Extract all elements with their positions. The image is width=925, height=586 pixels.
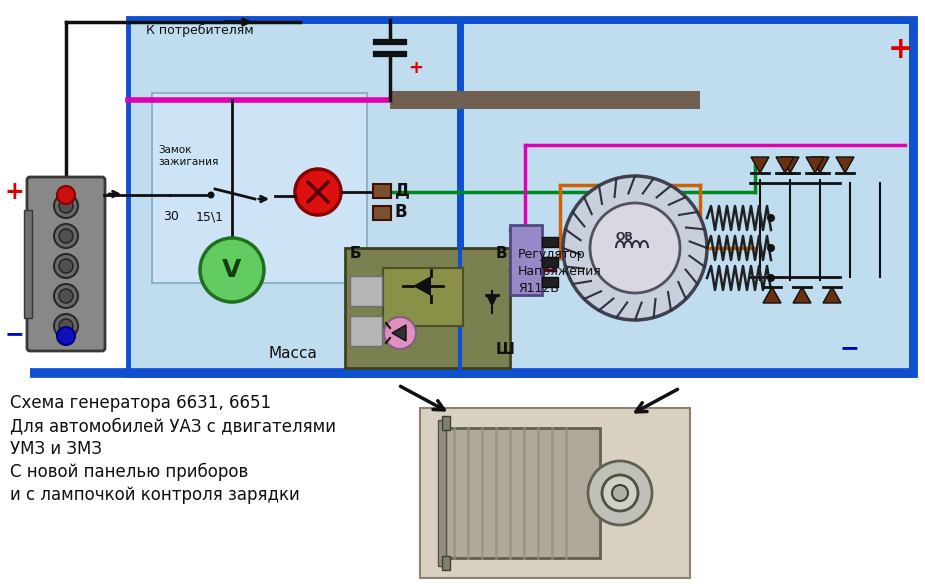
Circle shape (59, 259, 73, 273)
Circle shape (57, 327, 75, 345)
Text: С новой панелью приборов: С новой панелью приборов (10, 463, 248, 481)
Bar (350, 316, 382, 346)
Bar (510, 225, 542, 295)
Circle shape (207, 192, 215, 199)
Bar (345, 248, 510, 368)
Circle shape (54, 254, 78, 278)
Circle shape (767, 244, 775, 252)
Bar (373, 206, 391, 220)
Polygon shape (793, 287, 811, 303)
Polygon shape (776, 157, 794, 173)
Circle shape (59, 199, 73, 213)
Text: Схема генератора 6631, 6651: Схема генератора 6631, 6651 (10, 394, 271, 412)
Bar (128, 18, 915, 375)
Text: Д: Д (395, 181, 410, 199)
Text: В: В (496, 246, 508, 261)
Bar (373, 184, 391, 198)
Bar (383, 268, 463, 326)
Text: V: V (222, 258, 241, 282)
Bar (152, 93, 367, 283)
Polygon shape (781, 157, 799, 173)
Text: +: + (888, 35, 914, 64)
Text: Замок
зажигания: Замок зажигания (158, 145, 218, 167)
Polygon shape (486, 295, 498, 307)
Circle shape (767, 274, 775, 282)
Circle shape (54, 194, 78, 218)
Bar (24, 210, 32, 318)
Text: 30: 30 (163, 210, 179, 223)
Polygon shape (392, 325, 406, 341)
Text: +: + (408, 59, 423, 77)
Text: и с лампочкой контроля зарядки: и с лампочкой контроля зарядки (10, 486, 300, 504)
Bar (542, 277, 558, 287)
Circle shape (200, 238, 264, 302)
Polygon shape (763, 287, 781, 303)
Text: −: − (4, 322, 24, 346)
Circle shape (59, 229, 73, 243)
Text: Масса: Масса (268, 346, 317, 361)
Polygon shape (806, 157, 824, 173)
Text: 15\1: 15\1 (196, 210, 224, 223)
Circle shape (588, 461, 652, 525)
Text: Регулятор
Напряжения
Я112В: Регулятор Напряжения Я112В (518, 248, 602, 295)
Circle shape (590, 203, 680, 293)
Circle shape (57, 186, 75, 204)
Circle shape (295, 169, 341, 215)
Circle shape (767, 214, 775, 222)
Circle shape (384, 317, 416, 349)
Circle shape (54, 224, 78, 248)
Circle shape (54, 314, 78, 338)
Text: К потребителям: К потребителям (146, 24, 253, 37)
Bar (542, 237, 558, 247)
Circle shape (59, 319, 73, 333)
Circle shape (54, 284, 78, 308)
Circle shape (602, 475, 638, 511)
Circle shape (59, 289, 73, 303)
Polygon shape (836, 157, 854, 173)
Text: Для автомобилей УАЗ с двигателями: Для автомобилей УАЗ с двигателями (10, 417, 336, 435)
Polygon shape (751, 157, 769, 173)
Text: Б: Б (350, 246, 362, 261)
Bar (350, 276, 382, 306)
Bar (442, 416, 450, 430)
Polygon shape (823, 287, 841, 303)
Bar (438, 420, 446, 566)
FancyBboxPatch shape (27, 177, 105, 351)
Bar (440, 428, 600, 558)
Polygon shape (413, 276, 431, 296)
Circle shape (563, 176, 707, 320)
Text: Ш: Ш (496, 342, 515, 357)
Text: −: − (840, 336, 859, 360)
Polygon shape (811, 157, 829, 173)
Circle shape (612, 485, 628, 501)
Bar (542, 257, 558, 267)
Text: В: В (395, 203, 408, 221)
Text: +: + (4, 180, 24, 204)
Text: УМЗ и ЗМЗ: УМЗ и ЗМЗ (10, 440, 102, 458)
Bar (442, 556, 450, 570)
Bar (420, 408, 690, 578)
Text: ОВ: ОВ (615, 232, 633, 242)
